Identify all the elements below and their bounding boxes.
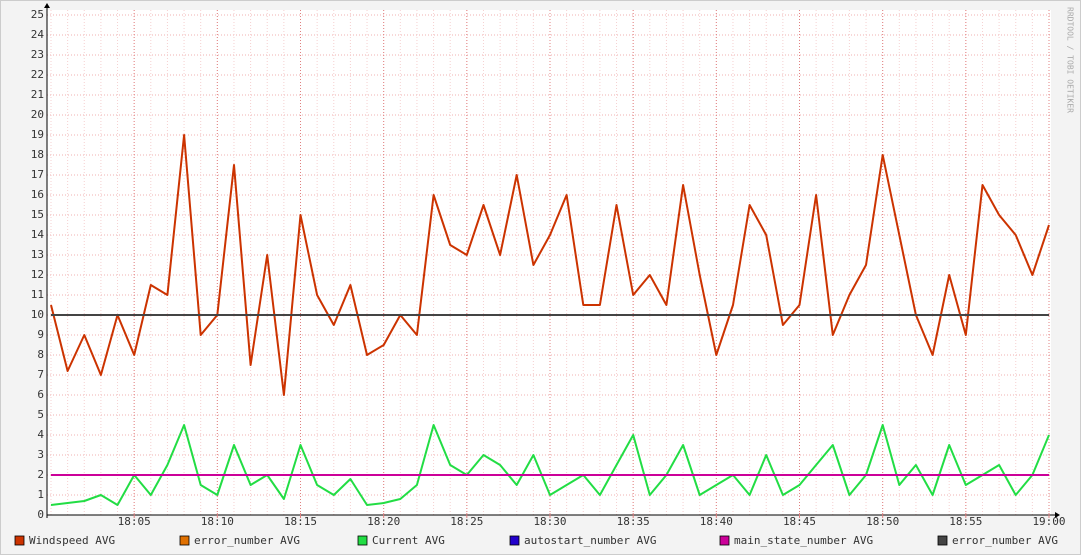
y-tick-label: 7 xyxy=(37,368,44,381)
x-tick-label: 18:50 xyxy=(866,515,899,528)
y-tick-label: 11 xyxy=(31,288,44,301)
legend: Windspeed AVG error_number AVG Current AVG… xyxy=(14,534,1058,547)
y-tick-label: 20 xyxy=(31,108,44,121)
legend-label: Windspeed AVG xyxy=(29,534,115,547)
legend-swatch xyxy=(509,535,520,546)
y-tick-label: 8 xyxy=(37,348,44,361)
x-tick-label: 18:40 xyxy=(700,515,733,528)
legend-swatch xyxy=(937,535,948,546)
x-tick-label: 18:55 xyxy=(949,515,982,528)
x-tick-label: 18:35 xyxy=(617,515,650,528)
legend-label: autostart_number AVG xyxy=(524,534,656,547)
y-tick-label: 17 xyxy=(31,168,44,181)
y-tick-label: 25 xyxy=(31,8,44,21)
y-tick-label: 14 xyxy=(31,228,45,241)
y-tick-label: 18 xyxy=(31,148,44,161)
legend-swatch xyxy=(14,535,25,546)
legend-label: main_state_number AVG xyxy=(734,534,873,547)
lines xyxy=(50,134,1050,506)
legend-label: error_number AVG xyxy=(194,534,300,547)
y-tick-label: 16 xyxy=(31,188,44,201)
y-tick-label: 3 xyxy=(37,448,44,461)
y-tick-label: 15 xyxy=(31,208,44,221)
x-tick-label: 18:45 xyxy=(783,515,816,528)
x-tick-label: 18:30 xyxy=(533,515,566,528)
legend-swatch xyxy=(357,535,368,546)
y-tick-label: 1 xyxy=(37,488,44,501)
x-tick-label: 18:20 xyxy=(367,515,400,528)
y-tick-label: 22 xyxy=(31,68,44,81)
y-tick-label: 13 xyxy=(31,248,44,261)
legend-label: error_number AVG xyxy=(952,534,1058,547)
y-tick-label: 5 xyxy=(37,408,44,421)
x-tick-label: 18:15 xyxy=(284,515,317,528)
x-tick-label: 18:05 xyxy=(118,515,151,528)
y-tick-label: 0 xyxy=(37,508,44,521)
y-tick-label: 12 xyxy=(31,268,44,281)
legend-swatch xyxy=(179,535,190,546)
y-tick-label: 19 xyxy=(31,128,44,141)
y-tick-label: 10 xyxy=(31,308,44,321)
y-tick-label: 6 xyxy=(37,388,44,401)
x-tick-label: 19:00 xyxy=(1032,515,1065,528)
y-tick-label: 24 xyxy=(31,28,45,41)
watermark: RRDTOOL / TOBI OETIKER xyxy=(1066,7,1075,113)
y-tick-label: 2 xyxy=(37,468,44,481)
legend-swatch xyxy=(719,535,730,546)
series-line xyxy=(50,424,1050,506)
legend-label: Current AVG xyxy=(372,534,445,547)
y-tick-label: 21 xyxy=(31,88,44,101)
x-tick-label: 18:25 xyxy=(450,515,483,528)
y-tick-label: 9 xyxy=(37,328,44,341)
y-arrow xyxy=(44,3,50,8)
y-tick-label: 23 xyxy=(31,48,44,61)
y-tick-label: 4 xyxy=(37,428,44,441)
x-tick-label: 18:10 xyxy=(201,515,234,528)
x-arrow xyxy=(1055,512,1060,518)
plot-area xyxy=(47,10,1051,515)
